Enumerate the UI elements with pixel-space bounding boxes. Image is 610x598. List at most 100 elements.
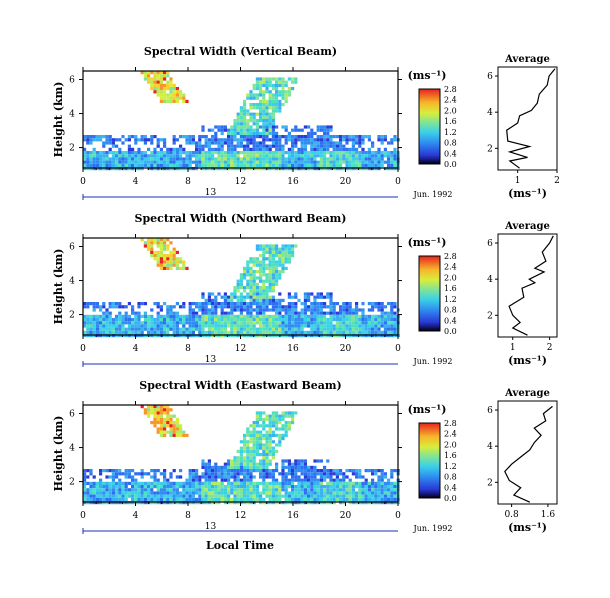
heatmap-cell — [307, 497, 311, 501]
heatmap-cell — [271, 302, 275, 306]
heatmap-cell — [230, 462, 234, 466]
heatmap-cell — [326, 472, 330, 476]
heatmap-cell — [227, 318, 231, 322]
heatmap-cell — [188, 334, 192, 338]
heatmap-cell — [380, 160, 384, 164]
heatmap-cell — [390, 314, 394, 318]
heatmap-cell — [284, 151, 288, 155]
heatmap-cell — [310, 334, 314, 338]
heatmap-cell — [159, 305, 163, 309]
heatmap-cell — [271, 250, 275, 254]
heatmap-cell — [108, 141, 112, 145]
heatmap-cell — [249, 449, 253, 453]
heatmap-cell — [246, 270, 250, 274]
heatmap-cell — [329, 292, 333, 296]
heatmap-cell — [207, 163, 211, 167]
heatmap-cell — [99, 501, 103, 505]
heatmap-cell — [246, 273, 250, 277]
heatmap-cell — [188, 327, 192, 331]
heatmap-cell — [92, 334, 96, 338]
heatmap-cell — [211, 334, 215, 338]
heatmap-cell — [172, 491, 176, 495]
heatmap-cell — [236, 122, 240, 126]
heatmap-cell — [355, 321, 359, 325]
heatmap-cell — [159, 147, 163, 151]
heatmap-cell — [179, 135, 183, 139]
heatmap-cell — [252, 421, 256, 425]
heatmap-cell — [294, 497, 298, 501]
heatmap-cell — [159, 74, 163, 78]
heatmap-cell — [284, 330, 288, 334]
heatmap-cell — [166, 247, 170, 251]
heatmap-cell — [236, 305, 240, 309]
heatmap-cell — [246, 472, 250, 476]
x-tick-label: 20 — [340, 511, 352, 521]
heatmap-cell — [89, 321, 93, 325]
heatmap-cell — [108, 469, 112, 473]
heatmap-cell — [262, 469, 266, 473]
heatmap-cell — [303, 135, 307, 139]
heatmap-cell — [243, 472, 247, 476]
heatmap-cell — [259, 112, 263, 116]
heatmap-cell — [236, 324, 240, 328]
heatmap-cell — [284, 327, 288, 331]
heatmap-cell — [220, 131, 224, 135]
heatmap-cell — [316, 144, 320, 148]
heatmap-cell — [351, 314, 355, 318]
heatmap-cell — [265, 83, 269, 87]
heatmap-cell — [291, 77, 295, 81]
heatmap-cell — [294, 475, 298, 479]
heatmap-cell — [332, 481, 336, 485]
heatmap-cell — [102, 154, 106, 158]
heatmap-cell — [175, 250, 179, 254]
heatmap-cell — [319, 324, 323, 328]
heatmap-cell — [220, 151, 224, 155]
heatmap-cell — [214, 157, 218, 161]
heatmap-cell — [185, 163, 189, 167]
heatmap-cell — [172, 99, 176, 103]
heatmap-cell — [259, 430, 263, 434]
heatmap-cell — [169, 414, 173, 418]
heatmap-cell — [326, 167, 330, 171]
heatmap-cell — [140, 330, 144, 334]
heatmap-cell — [262, 433, 266, 437]
heatmap-cell — [319, 334, 323, 338]
heatmap-cell — [259, 270, 263, 274]
heatmap-cell — [230, 160, 234, 164]
heatmap-cell — [227, 494, 231, 498]
heatmap-cell — [163, 167, 167, 171]
heatmap-cell — [140, 163, 144, 167]
heatmap-cell — [268, 453, 272, 457]
heatmap-cell — [332, 327, 336, 331]
heatmap-cell — [262, 103, 266, 107]
heatmap-cell — [345, 135, 349, 139]
heatmap-cell — [201, 305, 205, 309]
heatmap-cell — [188, 478, 192, 482]
heatmap-cell — [297, 135, 301, 139]
heatmap-cell — [278, 77, 282, 81]
heatmap-cell — [198, 138, 202, 142]
heatmap-cell — [281, 314, 285, 318]
heatmap-cell — [166, 257, 170, 261]
heatmap-cell — [230, 163, 234, 167]
heatmap-cell — [175, 99, 179, 103]
heatmap-cell — [188, 324, 192, 328]
heatmap-cell — [326, 494, 330, 498]
heatmap-cell — [268, 103, 272, 107]
heatmap-cell — [252, 298, 256, 302]
heatmap-cell — [175, 138, 179, 142]
heatmap-cell — [326, 163, 330, 167]
heatmap-cell — [92, 167, 96, 171]
heatmap-cell — [335, 478, 339, 482]
heatmap-cell — [367, 138, 371, 142]
heatmap-cell — [348, 481, 352, 485]
heatmap-cell — [127, 157, 131, 161]
heatmap-cell — [211, 151, 215, 155]
heatmap-cell — [105, 311, 109, 315]
heatmap-cell — [243, 314, 247, 318]
heatmap-cell — [313, 308, 317, 312]
heatmap-cell — [271, 154, 275, 158]
average-x-tick-label: 0.8 — [504, 510, 519, 520]
heatmap-cell — [326, 160, 330, 164]
heatmap-cell — [249, 292, 253, 296]
